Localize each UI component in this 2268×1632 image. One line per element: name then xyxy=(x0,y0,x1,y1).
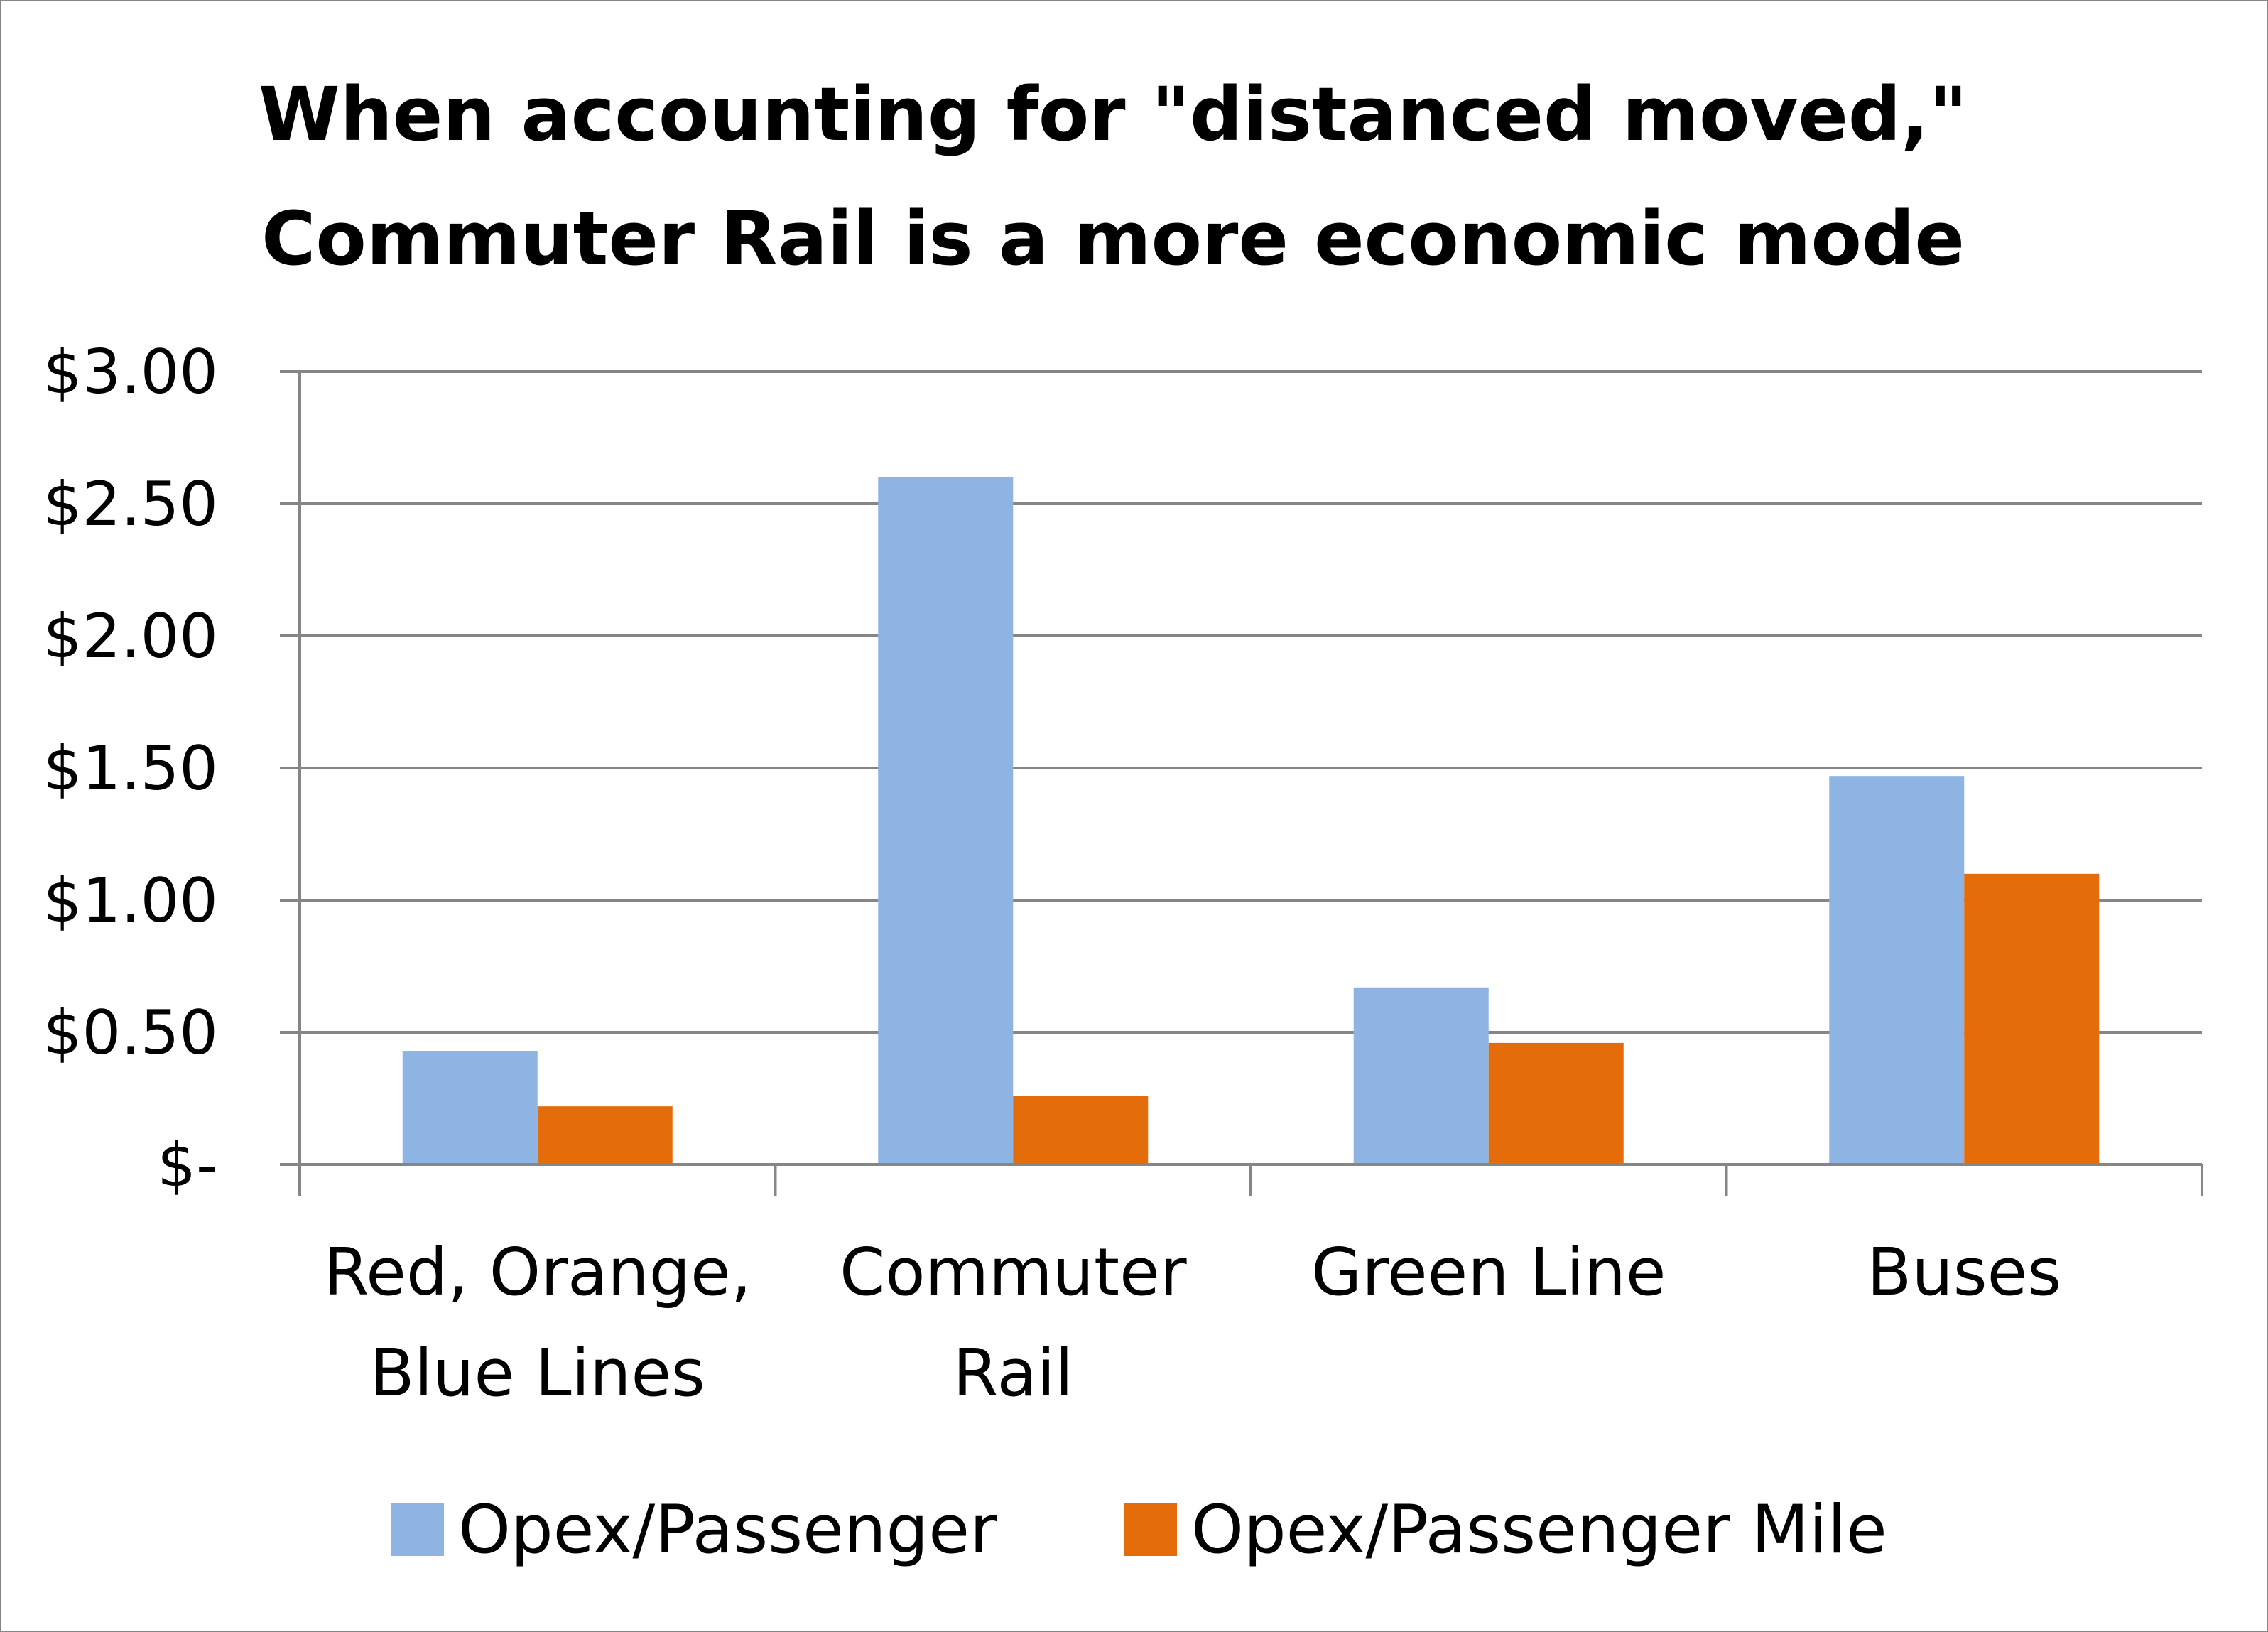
y-axis-ticks: $- $0.50 $1.00 $1.50 $2.00 $2.50 $3.00 xyxy=(43,337,218,1201)
x-category-label: Commuter xyxy=(840,1234,1187,1310)
y-tick-label: $1.00 xyxy=(43,865,218,936)
legend: Opex/Passenger Opex/Passenger Mile xyxy=(391,1491,1887,1569)
y-tick-label: $- xyxy=(157,1130,218,1201)
legend-label: Opex/Passenger xyxy=(458,1491,997,1569)
x-category-label: Blue Lines xyxy=(370,1335,706,1411)
y-tick-label: $1.50 xyxy=(43,733,218,804)
x-category-label: Green Line xyxy=(1311,1234,1666,1310)
y-tick-label: $2.00 xyxy=(43,601,218,672)
bar xyxy=(402,1051,538,1164)
x-category-label: Buses xyxy=(1867,1234,2061,1310)
legend-label: Opex/Passenger Mile xyxy=(1191,1491,1887,1569)
bar xyxy=(878,477,1014,1164)
y-tick-label: $0.50 xyxy=(43,998,218,1069)
bar xyxy=(1353,987,1489,1164)
bars xyxy=(402,477,2100,1164)
chart-title: When accounting for "distanced moved," Co… xyxy=(259,71,1968,282)
x-category-label: Red, Orange, xyxy=(324,1234,752,1310)
y-tick-label: $3.00 xyxy=(43,337,218,408)
x-category-label: Rail xyxy=(953,1335,1073,1411)
bar xyxy=(1829,776,1965,1164)
y-tick-label: $2.50 xyxy=(43,469,218,540)
bar xyxy=(1964,873,2100,1164)
chart-title-line: When accounting for "distanced moved," xyxy=(259,71,1968,158)
chart-title-line: Commuter Rail is a more economic mode xyxy=(261,195,1965,282)
bar xyxy=(1488,1042,1624,1164)
legend-swatch xyxy=(391,1503,444,1556)
bar xyxy=(1013,1096,1149,1164)
bar xyxy=(537,1106,673,1164)
x-axis-categories: Red, Orange, Blue Lines Commuter Rail Green … xyxy=(324,1234,2062,1411)
legend-swatch xyxy=(1124,1503,1177,1556)
x-axis xyxy=(298,372,2203,1196)
